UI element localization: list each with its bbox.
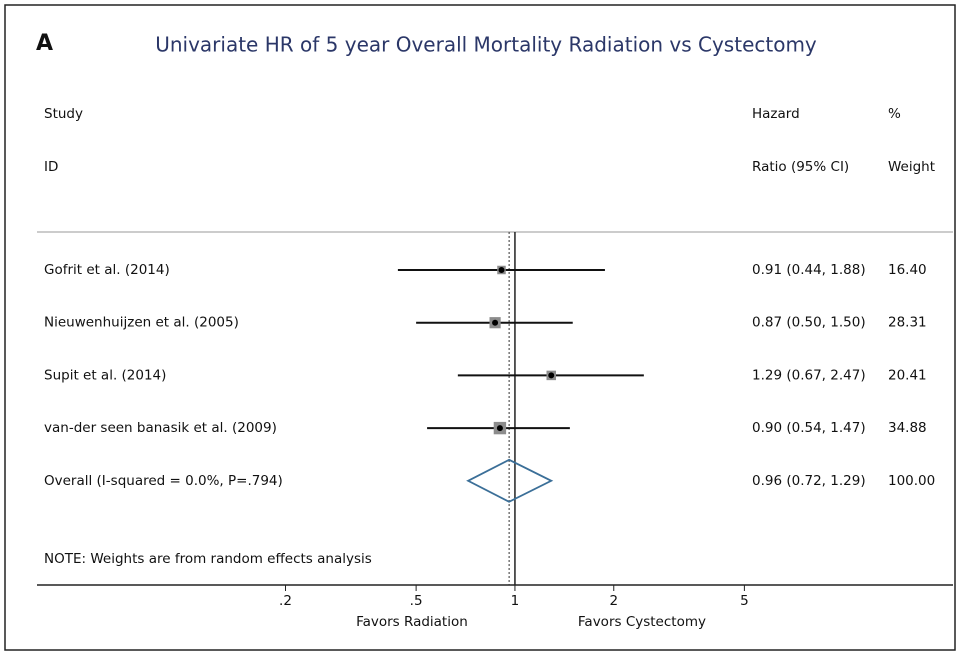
chart-title: Univariate HR of 5 year Overall Mortalit… <box>155 33 817 57</box>
ci-label: 0.90 (0.54, 1.47) <box>752 420 866 436</box>
study-name: Nieuwenhuijzen et al. (2005) <box>44 315 239 331</box>
point-estimate <box>496 425 503 432</box>
ci-label: 0.96 (0.72, 1.29) <box>752 473 866 489</box>
study-name: Supit et al. (2014) <box>44 367 166 383</box>
study-name: van-der seen banasik et al. (2009) <box>44 420 277 436</box>
x-axis-label: Favors Cystectomy <box>578 614 706 630</box>
ci-label: 0.87 (0.50, 1.50) <box>752 315 866 331</box>
ci-label: 1.29 (0.67, 2.47) <box>752 367 866 383</box>
x-tick-label: 2 <box>609 593 618 609</box>
study-name: Gofrit et al. (2014) <box>44 262 170 278</box>
note: NOTE: Weights are from random effects an… <box>44 551 372 567</box>
panel-label: A <box>36 31 53 56</box>
ci-label: 0.91 (0.44, 1.88) <box>752 262 866 278</box>
column-header: Weight <box>888 159 935 175</box>
overall-diamond <box>466 458 554 503</box>
weight-label: 16.40 <box>888 262 927 278</box>
column-header: Ratio (95% CI) <box>752 159 849 175</box>
frame <box>4 4 956 651</box>
column-header: % <box>888 106 901 122</box>
point-estimate <box>498 267 505 273</box>
x-tick-label: .2 <box>279 593 292 609</box>
weight-label: 100.00 <box>888 473 935 489</box>
x-axis-label: Favors Radiation <box>356 614 468 630</box>
weight-label: 34.88 <box>888 420 927 436</box>
column-header: Hazard <box>752 106 800 122</box>
point-estimate <box>548 372 555 379</box>
weight-label: 28.31 <box>888 315 927 331</box>
x-tick-label: 5 <box>740 593 749 609</box>
overall-name: Overall (I-squared = 0.0%, P=.794) <box>44 473 283 489</box>
column-header: Study <box>44 106 83 122</box>
x-tick-label: 1 <box>511 593 520 609</box>
column-header: ID <box>44 159 58 175</box>
x-tick-label: .5 <box>410 593 423 609</box>
weight-label: 20.41 <box>888 367 927 383</box>
point-estimate <box>492 319 499 326</box>
